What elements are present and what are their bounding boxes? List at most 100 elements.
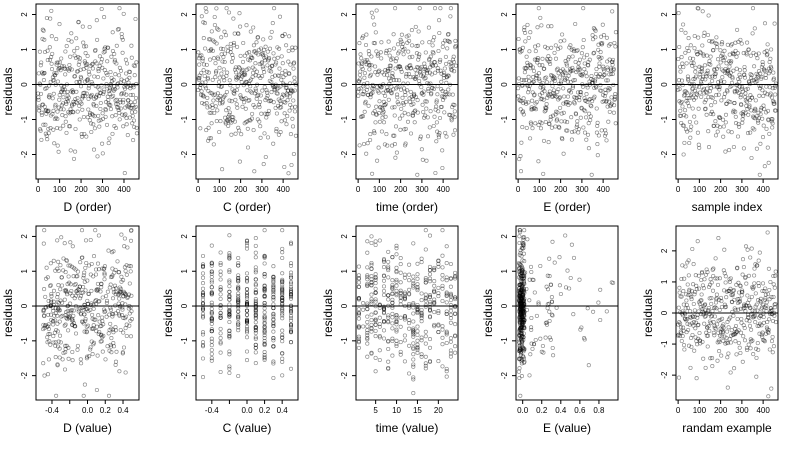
data-point (374, 104, 379, 109)
data-point (121, 289, 126, 294)
data-point (767, 287, 772, 293)
data-point (262, 310, 267, 315)
y-tick-label: 1 (180, 268, 189, 273)
data-point (453, 43, 458, 49)
data-point (361, 307, 366, 312)
data-point (400, 95, 405, 100)
data-point (525, 237, 530, 242)
data-point (286, 48, 291, 53)
data-point (688, 56, 693, 61)
data-point (723, 120, 728, 125)
data-point (373, 64, 378, 69)
data-point (96, 94, 102, 99)
data-point (543, 335, 548, 340)
data-point (578, 90, 584, 95)
data-point (432, 60, 437, 65)
data-point (446, 32, 451, 37)
data-point (385, 68, 390, 73)
data-point (382, 102, 387, 108)
data-point (199, 89, 204, 94)
data-point (398, 256, 403, 261)
data-point (421, 109, 426, 115)
data-point (398, 87, 404, 92)
data-point (387, 53, 392, 58)
data-point (398, 37, 403, 42)
data-point (111, 88, 116, 93)
data-point (711, 112, 716, 117)
data-point (604, 309, 609, 314)
data-point (567, 101, 572, 106)
data-point (768, 56, 773, 61)
data-point (567, 88, 572, 93)
data-point (581, 37, 586, 43)
data-point (42, 373, 47, 378)
data-point (57, 319, 62, 324)
data-point (53, 73, 58, 78)
data-point (555, 110, 560, 115)
data-point (418, 136, 423, 141)
data-point (418, 69, 423, 74)
data-point (677, 113, 682, 118)
data-point (377, 348, 382, 353)
x-tick-label: 300 (255, 185, 269, 194)
data-point (583, 115, 589, 120)
data-point (746, 342, 751, 347)
data-point (538, 263, 543, 269)
data-point (436, 135, 441, 140)
data-point (411, 75, 416, 80)
data-point (700, 87, 705, 93)
data-point (76, 55, 81, 60)
data-point (44, 111, 49, 116)
data-point (395, 92, 400, 97)
data-point (519, 99, 524, 104)
data-point (765, 230, 770, 235)
data-point (227, 110, 232, 115)
data-point (605, 104, 610, 109)
data-point (106, 97, 111, 103)
data-point (554, 305, 559, 310)
data-point (571, 47, 576, 52)
data-point (536, 159, 541, 164)
data-point (448, 308, 453, 313)
data-point (367, 62, 372, 68)
data-point (727, 59, 732, 64)
data-point (50, 51, 55, 56)
x-tick-label: 15 (413, 406, 422, 415)
data-point (60, 64, 65, 69)
data-point (44, 15, 49, 21)
data-point (740, 272, 745, 277)
data-point (131, 83, 136, 88)
data-point (69, 89, 74, 94)
data-point (733, 339, 738, 344)
data-point (738, 75, 743, 80)
data-point (681, 152, 686, 157)
data-point (722, 48, 727, 53)
data-point (432, 283, 437, 288)
data-point (107, 85, 112, 91)
data-point (549, 24, 554, 29)
data-point (48, 16, 53, 21)
data-point (88, 111, 93, 116)
data-point (549, 80, 554, 85)
data-point (383, 68, 388, 73)
data-point (609, 72, 614, 77)
data-point (713, 71, 718, 76)
data-point (204, 101, 209, 106)
data-point (522, 228, 527, 233)
data-point (89, 92, 94, 97)
data-point (605, 65, 610, 70)
data-point (761, 314, 766, 320)
data-point (359, 114, 364, 119)
data-point (267, 99, 272, 104)
data-point (74, 100, 79, 105)
data-point (41, 122, 46, 127)
data-point (411, 241, 416, 246)
data-point (752, 266, 757, 271)
data-point (748, 93, 753, 98)
data-point (708, 111, 713, 116)
data-point (742, 64, 747, 70)
data-point (280, 250, 285, 255)
data-point (710, 288, 716, 293)
data-point (451, 59, 456, 65)
